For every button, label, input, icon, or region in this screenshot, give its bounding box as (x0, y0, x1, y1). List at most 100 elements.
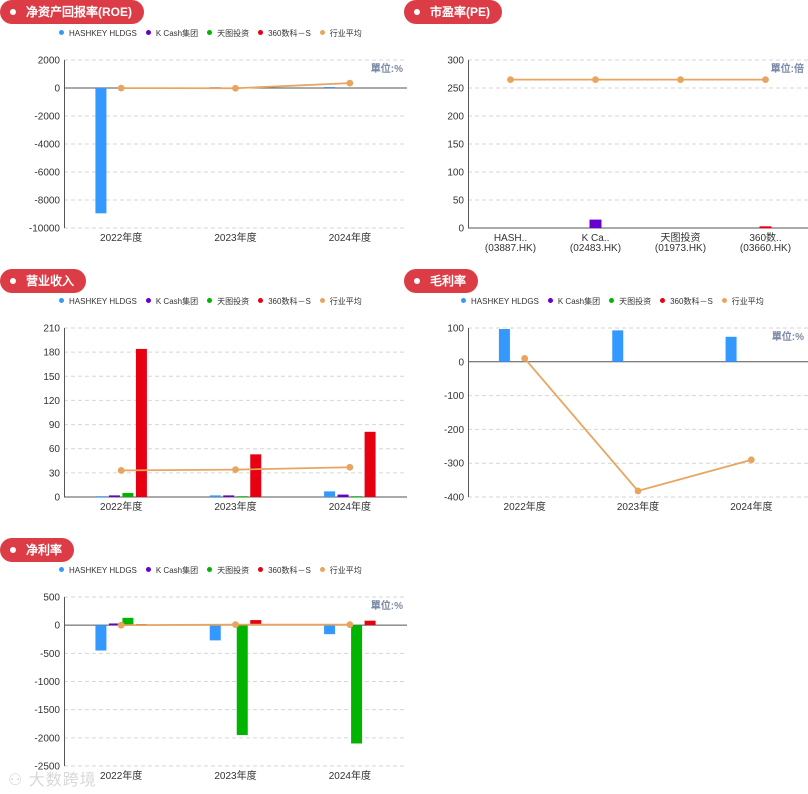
legend-marker (319, 30, 325, 35)
y-tick-label: -400 (444, 493, 464, 504)
y-tick-label: -100 (444, 391, 464, 402)
watermark-text: 大数跨境 (28, 772, 97, 789)
legend-label: 行业平均 (329, 566, 362, 575)
legend-marker (207, 567, 213, 572)
legend-marker (319, 567, 325, 572)
bar (364, 431, 376, 497)
legend-item[interactable]: 天图投资 (609, 296, 651, 307)
x-tick-label: 2024年度 (329, 231, 371, 244)
legend-label: K Cash集团 (155, 297, 199, 306)
y-tick-label: 100 (447, 168, 464, 179)
legend-item[interactable]: 行业平均 (319, 565, 362, 576)
y-tick-label: -1500 (34, 705, 60, 716)
legend-item[interactable]: HASHKEY HLDGS (59, 29, 137, 38)
bar (108, 495, 120, 497)
y-tick-label: 210 (43, 324, 60, 335)
average-point (762, 76, 769, 83)
bar (324, 87, 336, 89)
y-tick-label: 0 (458, 357, 464, 368)
bar (324, 491, 336, 497)
x-tick-label: 2024年度 (329, 769, 371, 782)
pe-panel: 市盈率(PE) 300 250 200 150 100 50 0 HASH.. (03887.H… (404, 0, 808, 260)
x-tick-label-line: (02483.HK) (570, 243, 621, 254)
legend-label: 360数科－S (268, 29, 311, 38)
bar (236, 625, 248, 736)
y-tick-label: 100 (447, 324, 464, 335)
x-tick-label: K Ca.. (02483.HK) (570, 233, 621, 254)
legend-item[interactable]: HASHKEY HLDGS (461, 297, 539, 306)
bar (135, 348, 147, 497)
legend-item[interactable]: 360数科－S (660, 296, 713, 307)
x-tick-label: 2022年度 (100, 500, 142, 513)
bar (209, 495, 221, 497)
legend-item[interactable]: 360数科－S (258, 28, 311, 39)
legend-item[interactable]: 行业平均 (319, 28, 362, 39)
legend-marker (59, 298, 64, 303)
pe-chart: 300 250 200 150 100 50 0 HASH.. (03887.HK) K Ca..… (447, 56, 808, 254)
net-panel: 净利率 HASHKEY HLDGS K Cash集团 天图投资 360数科－S 行业平均… (0, 538, 408, 794)
bar (122, 492, 134, 497)
legend-label: HASHKEY HLDGS (69, 566, 137, 575)
bar (122, 617, 134, 626)
y-tick-label: 50 (453, 196, 465, 207)
revenue-panel: 营业收入 HASHKEY HLDGS K Cash集团 天图投资 360数科－S 行业平… (0, 269, 408, 529)
legend-item[interactable]: K Cash集团 (145, 565, 198, 576)
legend-marker (660, 298, 666, 303)
legend-item[interactable]: 天图投资 (207, 28, 249, 39)
legend-marker (319, 298, 325, 303)
x-tick-label: 2022年度 (100, 231, 142, 244)
y-tick-label: 0 (54, 84, 60, 95)
bar (95, 496, 107, 498)
legend-item[interactable]: 360数科－S (258, 296, 311, 307)
average-point (117, 621, 125, 629)
legend-marker (258, 298, 264, 303)
bar (324, 625, 336, 635)
legend-item[interactable]: 360数科－S (258, 565, 311, 576)
y-tick-label: 0 (54, 621, 60, 632)
legend-item[interactable]: K Cash集团 (547, 296, 600, 307)
bar (95, 625, 107, 651)
average-point (117, 467, 125, 474)
legend-item[interactable]: HASHKEY HLDGS (59, 297, 137, 306)
revenue-legend: HASHKEY HLDGS K Cash集团 天图投资 360数科－S 行业平均 (59, 296, 371, 307)
x-tick-label: 天图投资(01973.HK) (655, 231, 706, 254)
roe-title: 净资产回报率(ROE) (0, 0, 144, 24)
gross-legend: HASHKEY HLDGS K Cash集团 天图投资 360数科－S 行业平均 (461, 296, 773, 307)
bar (498, 329, 510, 362)
legend-item[interactable]: K Cash集团 (145, 296, 199, 307)
legend-label: 360数科－S (670, 297, 713, 306)
y-tick-label: 30 (49, 468, 61, 479)
y-tick-label: 150 (43, 372, 60, 383)
legend-label: K Cash集团 (155, 29, 199, 38)
net-legend: HASHKEY HLDGS K Cash集团 天图投资 360数科－S 行业平均 (59, 565, 371, 576)
y-tick-label: 200 (447, 112, 464, 123)
legend-item[interactable]: 天图投资 (207, 565, 249, 576)
legend-item[interactable]: K Cash集团 (145, 28, 199, 39)
bar (250, 454, 262, 497)
x-tick-label: 2024年度 (730, 500, 772, 513)
legend-label: 360数科－S (268, 566, 311, 575)
legend-label: HASHKEY HLDGS (69, 297, 137, 306)
legend-label: 天图投资 (217, 297, 250, 306)
bar (236, 496, 248, 498)
y-tick-label: -4000 (34, 140, 60, 151)
x-tick-label: HASH.. (03887.HK) (485, 233, 536, 254)
legend-marker (721, 298, 727, 303)
legend-item[interactable]: 行业平均 (721, 296, 764, 307)
average-line (523, 357, 752, 492)
average-point (117, 84, 125, 92)
y-tick-label: 300 (447, 56, 464, 67)
bar (589, 219, 602, 228)
x-tick-label: 2023年度 (214, 231, 256, 244)
legend-item[interactable]: HASHKEY HLDGS (59, 566, 137, 575)
watermark-logo: ⚇ 大数跨境 (8, 772, 97, 789)
y-tick-label: -6000 (34, 168, 60, 179)
bar (108, 623, 120, 626)
legend-marker (145, 298, 151, 303)
legend-marker (207, 30, 213, 35)
legend-item[interactable]: 行业平均 (319, 296, 362, 307)
roe-chart: 2000 0 -2000 -4000 -6000 -8000 -10000 2022年度 202… (29, 56, 407, 244)
average-point (507, 76, 514, 83)
legend-item[interactable]: 天图投资 (207, 296, 249, 307)
x-tick-label: 2023年度 (214, 769, 256, 782)
